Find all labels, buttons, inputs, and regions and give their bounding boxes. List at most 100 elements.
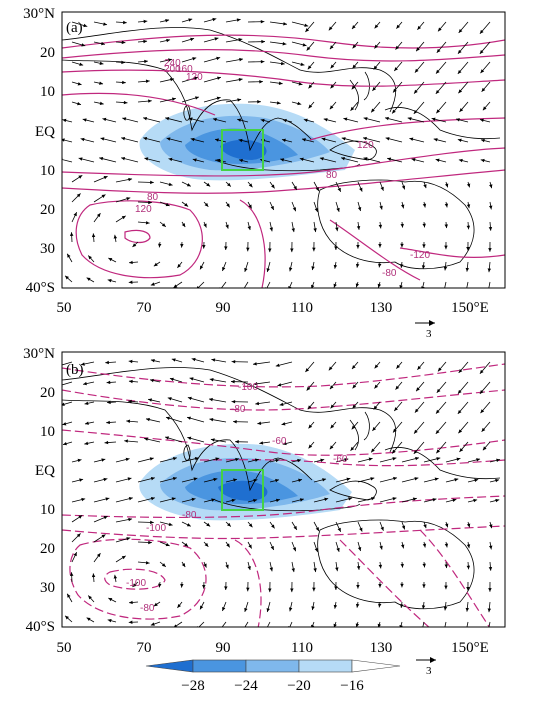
wind-vector bbox=[459, 102, 468, 112]
contour-label: 80 bbox=[326, 170, 338, 181]
wind-vector bbox=[380, 182, 384, 191]
lon-tick: 70 bbox=[137, 300, 152, 316]
colorbar-swatch bbox=[193, 660, 246, 672]
wind-vector bbox=[225, 222, 228, 229]
wind-vector bbox=[99, 157, 116, 162]
wind-vector bbox=[121, 157, 138, 162]
wind-vector bbox=[204, 202, 208, 207]
wind-vector bbox=[422, 242, 425, 248]
wind-vector bbox=[330, 102, 336, 109]
wind-vector bbox=[180, 242, 183, 248]
wind-vector bbox=[400, 262, 403, 268]
wind-vector bbox=[445, 542, 448, 547]
wind-vector bbox=[358, 542, 361, 551]
wind-vector bbox=[380, 497, 396, 502]
wind-vector bbox=[488, 262, 491, 272]
wind-vector bbox=[409, 138, 424, 142]
wind-vector bbox=[85, 402, 94, 405]
wind-vector bbox=[146, 418, 160, 422]
wind-vector bbox=[138, 99, 152, 102]
wind-vector bbox=[259, 441, 270, 444]
wind-vector bbox=[357, 562, 360, 570]
wind-vector bbox=[222, 262, 226, 271]
wind-vector bbox=[225, 562, 228, 569]
wind-vector bbox=[438, 362, 446, 371]
lon-tick: 110 bbox=[291, 640, 313, 656]
wind-vector bbox=[138, 221, 150, 224]
wind-vector bbox=[292, 542, 296, 551]
wind-vector bbox=[114, 575, 117, 582]
wind-vector bbox=[204, 37, 218, 42]
wind-vector bbox=[401, 202, 404, 208]
wind-vector bbox=[187, 437, 204, 442]
wind-vector bbox=[129, 261, 138, 264]
wind-vector bbox=[379, 222, 382, 229]
wind-vector bbox=[313, 222, 316, 232]
wind-vector bbox=[72, 62, 83, 66]
wind-vector bbox=[380, 477, 397, 482]
wind-vector bbox=[248, 40, 265, 43]
contour-label: 120 bbox=[135, 204, 152, 215]
wind-vector bbox=[253, 362, 270, 366]
wind-vector bbox=[200, 262, 204, 269]
wind-vector bbox=[480, 362, 490, 374]
wind-vector bbox=[173, 282, 182, 288]
wind-vector bbox=[490, 479, 499, 482]
wind-vector bbox=[244, 602, 248, 612]
wind-vector bbox=[160, 562, 166, 567]
wind-vector bbox=[489, 202, 492, 209]
wind-vector bbox=[305, 362, 314, 372]
lat-tick: 30°N bbox=[23, 346, 55, 362]
wind-vector bbox=[182, 522, 191, 526]
wind-vector bbox=[83, 382, 94, 385]
wind-vector bbox=[116, 458, 130, 462]
lon-tick: 50 bbox=[57, 640, 72, 656]
wind-vector bbox=[308, 62, 314, 69]
lat-tick: 20 bbox=[40, 202, 55, 218]
wind-vector bbox=[375, 362, 380, 368]
wind-vector bbox=[138, 541, 152, 544]
wind-vector bbox=[116, 216, 126, 222]
wind-vector bbox=[61, 138, 72, 142]
wind-vector bbox=[182, 18, 192, 22]
wind-vector bbox=[421, 622, 424, 630]
wind-vector bbox=[244, 262, 248, 272]
wind-vector bbox=[385, 117, 402, 122]
lat-tick: EQ bbox=[35, 463, 55, 479]
contour-label: 80 bbox=[147, 192, 159, 203]
wind-vector bbox=[444, 582, 447, 589]
wind-vector bbox=[88, 596, 94, 602]
wind-vector bbox=[480, 382, 490, 394]
wind-vector bbox=[151, 282, 160, 286]
wind-vector bbox=[357, 222, 360, 230]
wind-vector bbox=[204, 542, 208, 547]
lon-tick: 130 bbox=[370, 300, 393, 316]
lat-tick: 20 bbox=[40, 541, 55, 557]
wind-vector bbox=[423, 182, 426, 188]
wind-vector bbox=[414, 102, 424, 114]
wind-vector bbox=[267, 262, 270, 272]
wind-vector bbox=[148, 398, 160, 402]
wind-vector bbox=[211, 358, 226, 362]
contour-label: 120 bbox=[186, 72, 203, 83]
lon-tick: 150°E bbox=[451, 640, 489, 656]
wind-vector bbox=[226, 18, 241, 22]
wind-vector bbox=[72, 82, 82, 85]
lat-tick: 10 bbox=[40, 502, 55, 518]
wind-vector bbox=[378, 282, 381, 288]
wind-vector bbox=[160, 78, 174, 82]
wind-vector bbox=[436, 159, 446, 162]
lon-axis-a: 50 70 90 110 130 150°E bbox=[57, 300, 489, 316]
wind-vector bbox=[124, 439, 138, 442]
wind-vector bbox=[204, 182, 210, 186]
lat-tick: 30 bbox=[40, 580, 55, 596]
wind-vector bbox=[331, 402, 336, 408]
wind-vector bbox=[324, 118, 336, 122]
wind-vector bbox=[414, 422, 424, 434]
wind-vector bbox=[182, 38, 194, 42]
wind-vector bbox=[436, 422, 446, 434]
wind-vector bbox=[458, 82, 468, 93]
wind-vector bbox=[138, 457, 154, 462]
wind-vector bbox=[358, 202, 361, 211]
wind-vector bbox=[94, 478, 107, 482]
